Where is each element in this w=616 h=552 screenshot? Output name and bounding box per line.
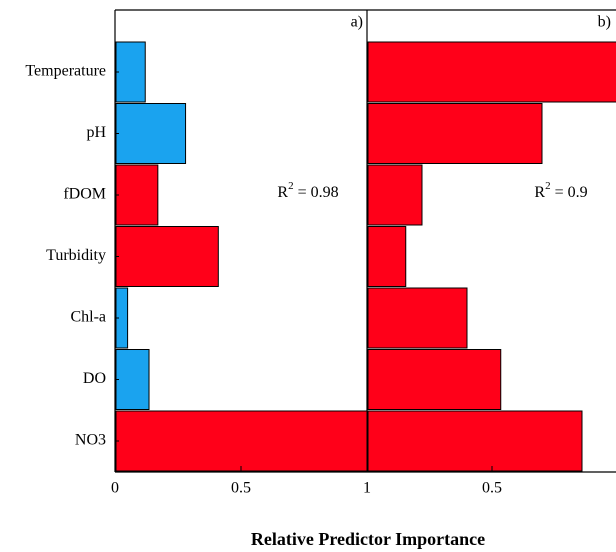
y-tick-label: NO3 [75, 432, 106, 449]
x-tick-label: 0.5 [231, 480, 251, 497]
x-tick-label: 0 [111, 480, 119, 497]
y-tick-label: Chl-a [70, 309, 106, 326]
y-tick-label: pH [86, 124, 106, 141]
panel-label: a) [351, 14, 363, 31]
bar [367, 164, 423, 226]
annotation: R2 = 0.9 [534, 180, 587, 201]
bar [367, 226, 407, 287]
x-tick-label: 1 [363, 480, 371, 497]
annotation-part: R [534, 184, 545, 201]
annotation-part: 2 [545, 180, 551, 192]
bar [115, 226, 219, 287]
bar [367, 41, 616, 103]
annotation-part: R [277, 184, 288, 201]
bar [367, 349, 502, 410]
bar [115, 103, 187, 164]
bar [367, 287, 468, 349]
y-tick-label: fDOM [63, 186, 106, 203]
bar [115, 410, 368, 472]
x-tick-label: 0.5 [482, 480, 502, 497]
bar [115, 164, 159, 226]
annotation-part: 2 [288, 180, 294, 192]
y-tick-label: Temperature [25, 63, 106, 80]
y-tick-label: Turbidity [46, 247, 106, 264]
annotation-part: = 0.98 [294, 184, 339, 201]
annotation-part: = 0.9 [551, 184, 588, 201]
bar [115, 349, 150, 410]
bar [367, 410, 583, 472]
bar [367, 103, 543, 164]
bar [115, 41, 146, 103]
x-axis-label: Relative Predictor Importance [251, 529, 485, 549]
panel-label: b) [598, 14, 611, 31]
y-tick-label: DO [83, 370, 106, 387]
annotation: R2 = 0.98 [277, 180, 338, 201]
